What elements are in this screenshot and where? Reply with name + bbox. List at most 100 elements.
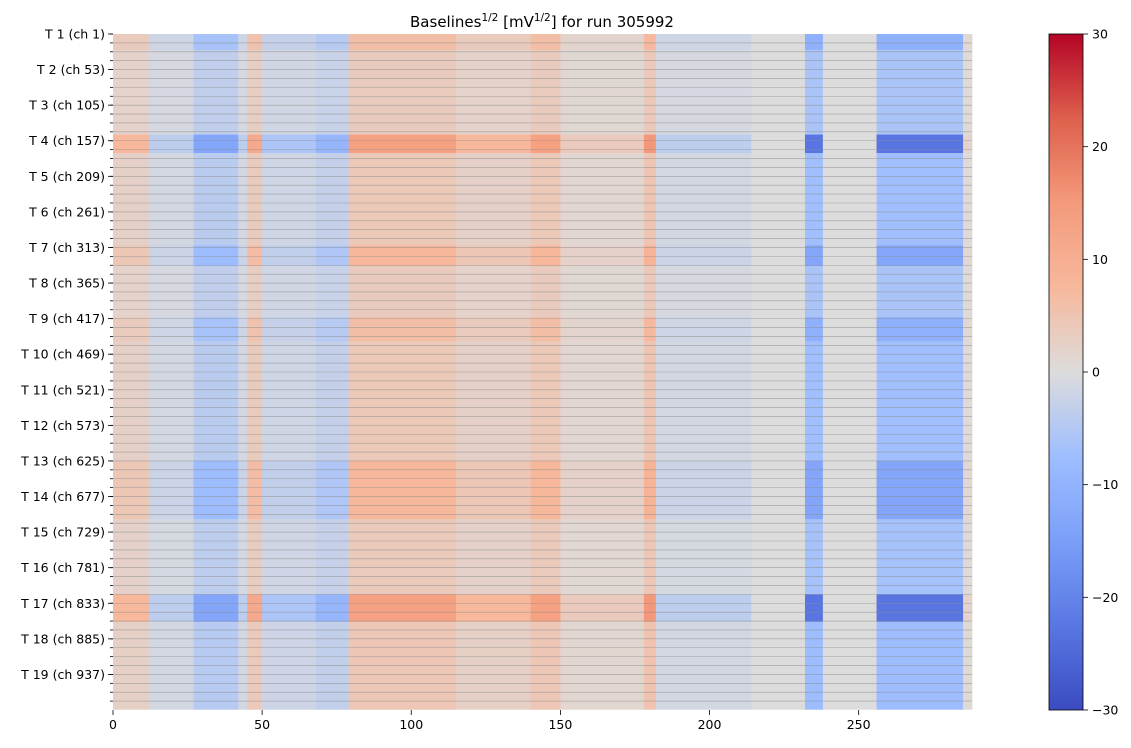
- heatmap-cell-band3-col14: [804, 153, 824, 246]
- heatmap-cell-band0-col14: [804, 34, 824, 51]
- heatmap-cell-band7-col10: [560, 341, 645, 462]
- heatmap-cell-band9-col16: [876, 519, 964, 595]
- colorbar-tick-label: 30: [1092, 27, 1108, 42]
- heatmap-cell-band7-col6: [315, 341, 350, 462]
- y-tick-label: T 6 (ch 261): [28, 204, 105, 219]
- heatmap-cell-band6-col9: [530, 317, 561, 342]
- heatmap-cell-band4-col4: [247, 245, 263, 267]
- y-tick-label: T 1 (ch 1): [44, 27, 105, 42]
- heatmap-cell-band9-col0: [113, 519, 150, 595]
- heatmap-cell-band3-col8: [456, 153, 531, 246]
- heatmap-cell-band0-col5: [262, 34, 317, 51]
- heatmap-cell-band4-col11: [643, 245, 657, 267]
- heatmap-cell-band9-col12: [655, 519, 752, 595]
- heatmap-cell-band7-col9: [530, 341, 561, 462]
- heatmap-cell-band1-col10: [560, 49, 645, 135]
- heatmap-cell-band2-col17: [963, 134, 973, 154]
- heatmap-cell-band3-col15: [822, 153, 877, 246]
- title-run: ] for run 305992: [551, 13, 674, 31]
- heatmap-cell-band8-col9: [530, 460, 561, 520]
- heatmap-cell-band9-col6: [315, 519, 350, 595]
- y-tick-label: T 4 (ch 157): [28, 133, 105, 148]
- heatmap-cell-band8-col11: [643, 460, 657, 520]
- x-tick-label: 150: [548, 717, 572, 732]
- heatmap-cell-band8-col7: [348, 460, 457, 520]
- heatmap-cell-band6-col15: [822, 317, 877, 342]
- heatmap-cell-band3-col9: [530, 153, 561, 246]
- heatmap-cell-band6-col7: [348, 317, 457, 342]
- heatmap-cell-band1-col6: [315, 49, 350, 135]
- x-axis: 0 50 100 150 200 250: [109, 710, 871, 732]
- heatmap-cell-band9-col5: [262, 519, 317, 595]
- y-tick-label: T 16 (ch 781): [20, 560, 105, 575]
- heatmap-cell-band7-col8: [456, 341, 531, 462]
- y-tick-label: T 3 (ch 105): [28, 98, 105, 113]
- heatmap-cell-band8-col4: [247, 460, 263, 520]
- heatmap-cell-band7-col16: [876, 341, 964, 462]
- heatmap-cell-band7-col11: [643, 341, 657, 462]
- heatmap-cell-band2-col12: [655, 134, 752, 154]
- heatmap-cell-band0-col6: [315, 34, 350, 51]
- heatmap-cell-band8-col15: [822, 460, 877, 520]
- heatmap-cell-band4-col12: [655, 245, 752, 267]
- title-exponent-1: 1/2: [481, 12, 498, 24]
- heatmap-cell-band9-col17: [963, 519, 973, 595]
- heatmap-cell-band6-col14: [804, 317, 824, 342]
- heatmap-cell-band4-col15: [822, 245, 877, 267]
- heatmap-cell-band0-col2: [193, 34, 239, 51]
- heatmap-cell-band1-col2: [193, 49, 239, 135]
- heatmap-cell-band6-col10: [560, 317, 645, 342]
- heatmap-cell-band10-col13: [751, 594, 806, 623]
- heatmap-cell-band3-col7: [348, 153, 457, 246]
- heatmap-cell-band10-col12: [655, 594, 752, 623]
- y-tick-label: T 11 (ch 521): [20, 382, 105, 397]
- y-tick-label: T 14 (ch 677): [20, 489, 105, 504]
- heatmap-cell-band0-col1: [148, 34, 194, 51]
- heatmap-cell-band1-col15: [822, 49, 877, 135]
- heatmap-cell-band0-col10: [560, 34, 645, 51]
- heatmap-cell-band7-col2: [193, 341, 239, 462]
- heatmap-cell-band3-col1: [148, 153, 194, 246]
- colorbar: 30 20 10 0 −10 −20 −30: [1048, 27, 1118, 718]
- colorbar-tick-label: −20: [1092, 590, 1118, 605]
- y-tick-label: T 9 (ch 417): [28, 311, 105, 326]
- heatmap-cell-band6-col3: [238, 317, 248, 342]
- heatmap-cell-band1-col16: [876, 49, 964, 135]
- x-tick-label: 250: [847, 717, 871, 732]
- heatmap-cell-band7-col12: [655, 341, 752, 462]
- heatmap-cell-band6-col0: [113, 317, 150, 342]
- heatmap-cell-band1-col17: [963, 49, 973, 135]
- heatmap-cell-band10-col6: [315, 594, 350, 623]
- heatmap-cell-band0-col4: [247, 34, 263, 51]
- y-tick-label: T 13 (ch 625): [20, 453, 105, 468]
- heatmap-cell-band2-col6: [315, 134, 350, 154]
- heatmap-cell-band6-col1: [148, 317, 194, 342]
- heatmap-cell-band7-col3: [238, 341, 248, 462]
- heatmap-cell-band8-col10: [560, 460, 645, 520]
- heatmap-cell-band10-col16: [876, 594, 964, 623]
- heatmap-cell-band7-col17: [963, 341, 973, 462]
- colorbar-tick-label: −30: [1092, 703, 1118, 718]
- y-tick-label: T 18 (ch 885): [20, 631, 105, 646]
- title-exponent-2: 1/2: [534, 12, 551, 24]
- heatmap-cell-band4-col14: [804, 245, 824, 267]
- heatmap-cell-band7-col15: [822, 341, 877, 462]
- heatmap-cell-band0-col0: [113, 34, 150, 51]
- heatmap-cell-band6-col13: [751, 317, 806, 342]
- heatmap-cell-band2-col10: [560, 134, 645, 154]
- heatmap-cell-band1-col5: [262, 49, 317, 135]
- heatmap-cell-band3-col0: [113, 153, 150, 246]
- heatmap-cell-band10-col14: [804, 594, 824, 623]
- heatmap-cell-band6-col8: [456, 317, 531, 342]
- heatmap-cell-band4-col1: [148, 245, 194, 267]
- heatmap-cell-band1-col0: [113, 49, 150, 135]
- y-tick-label: T 8 (ch 365): [28, 276, 105, 291]
- title-unit: [mV: [498, 13, 534, 31]
- heatmap-cell-band2-col7: [348, 134, 457, 154]
- heatmap-cell-band3-col12: [655, 153, 752, 246]
- heatmap-cell-band6-col17: [963, 317, 973, 342]
- heatmap-cell-band9-col1: [148, 519, 194, 595]
- heatmap-cell-band0-col9: [530, 34, 561, 51]
- heatmap-cell-band3-col4: [247, 153, 263, 246]
